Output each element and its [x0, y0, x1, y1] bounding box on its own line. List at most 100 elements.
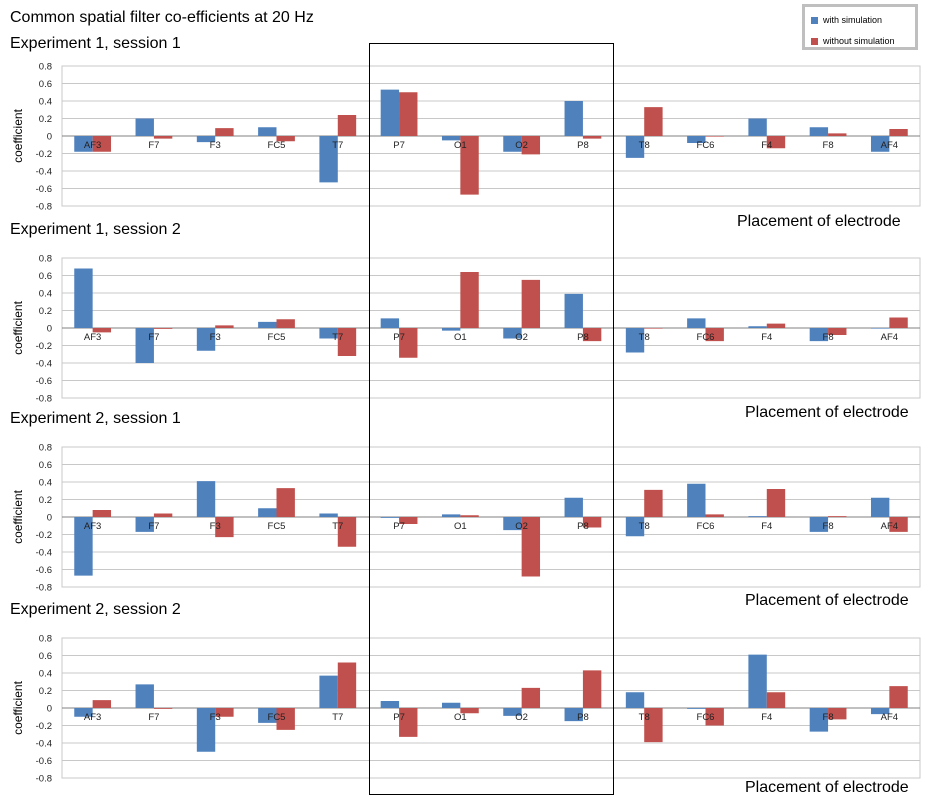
x-tick-label: T8	[639, 521, 650, 532]
bar-with-simulation-f4	[748, 326, 767, 328]
y-tick-label: -0.8	[36, 583, 52, 594]
bar-with-simulation-fc5	[258, 708, 277, 723]
y-tick-label: 0.4	[39, 669, 52, 680]
x-tick-label: F7	[148, 332, 159, 343]
bar-with-simulation-af3	[74, 708, 93, 717]
y-tick-label: 0.4	[39, 478, 52, 489]
x-tick-label: AF4	[881, 712, 898, 723]
x-tick-label: F4	[761, 332, 772, 343]
bar-without-simulation-o2	[521, 687, 541, 708]
x-tick-label: F3	[210, 332, 221, 343]
x-tick-label: F3	[210, 521, 221, 532]
y-tick-label: 0.6	[39, 271, 52, 282]
bar-with-simulation-f8	[809, 708, 829, 732]
y-tick-label: 0.8	[39, 254, 52, 265]
bar-with-simulation-af3	[74, 136, 93, 152]
bar-without-simulation-f4	[766, 692, 786, 708]
bar-without-simulation-f3	[215, 325, 234, 328]
bar-chart-2: 0.8 0.6 0.4 0.2 0 -0.2 -0.4 -0.6 -0.8 coefficient…	[11, 254, 921, 405]
bar-without-simulation-p7	[399, 328, 418, 358]
y-axis-label: coefficient	[11, 680, 25, 734]
y-tick-label: 0.6	[39, 460, 52, 471]
bar-with-simulation-f8	[809, 127, 829, 136]
bar-with-simulation-p8	[564, 497, 583, 517]
y-tick-label: -0.6	[36, 376, 52, 387]
bar-with-simulation-o2	[503, 517, 522, 531]
bar-without-simulation-f8	[828, 328, 847, 335]
bar-with-simulation-fc6	[687, 136, 706, 143]
bar-with-simulation-o2	[503, 136, 522, 152]
x-tick-label: T7	[332, 140, 343, 151]
x-tick-label: P8	[577, 140, 589, 151]
legend-item-without-simulation: without simulation	[811, 36, 895, 46]
x-tick-label: T7	[332, 712, 343, 723]
bar-with-simulation-t8	[625, 136, 645, 158]
bar-without-simulation-p7	[399, 92, 418, 136]
legend: with simulation without simulation	[802, 4, 918, 50]
bar-without-simulation-o1	[460, 515, 479, 517]
y-tick-label: -0.6	[36, 184, 52, 195]
bar-without-simulation-fc6	[705, 328, 724, 342]
x-tick-label: AF3	[84, 712, 101, 723]
bar-with-simulation-fc6	[687, 708, 706, 709]
legend-item-with-simulation: with simulation	[811, 15, 882, 25]
bar-with-simulation-t8	[625, 692, 645, 708]
bar-without-simulation-p8	[582, 670, 602, 708]
y-tick-label: -0.2	[36, 530, 52, 541]
x-tick-label: FC5	[268, 712, 286, 723]
panel-title-4: Experiment 2, session 2	[10, 601, 181, 618]
x-tick-label: AF4	[881, 521, 898, 532]
bar-without-simulation-fc6	[705, 136, 724, 137]
x-tick-label: P8	[577, 332, 589, 343]
bar-without-simulation-p8	[582, 136, 602, 139]
x-tick-label: O1	[454, 521, 467, 532]
bar-with-simulation-f7	[135, 517, 154, 532]
x-tick-label: FC6	[697, 140, 715, 151]
y-tick-label: -0.4	[36, 739, 52, 750]
y-tick-label: -0.6	[36, 756, 52, 767]
x-tick-label: F7	[148, 712, 159, 723]
bar-without-simulation-t8	[644, 328, 663, 329]
bar-with-simulation-af3	[74, 517, 93, 576]
x-tick-label: F8	[823, 521, 834, 532]
bar-without-simulation-fc5	[276, 319, 295, 328]
bar-with-simulation-f3	[196, 708, 216, 752]
bar-with-simulation-f8	[809, 328, 829, 342]
bar-with-simulation-p7	[380, 318, 400, 328]
bar-with-simulation-fc5	[258, 508, 277, 517]
bar-with-simulation-f8	[809, 517, 829, 532]
x-tick-label: F3	[210, 712, 221, 723]
bar-without-simulation-f7	[153, 708, 173, 709]
bar-with-simulation-f7	[135, 118, 154, 136]
bar-without-simulation-f8	[828, 708, 847, 720]
bar-with-simulation-f3	[196, 136, 216, 143]
bar-without-simulation-fc6	[705, 708, 724, 726]
x-tick-label: AF3	[84, 332, 101, 343]
x-axis-label-2: Placement of electrode	[745, 404, 909, 421]
legend-label-without-simulation: without simulation	[823, 36, 895, 46]
bar-with-simulation-o1	[441, 514, 461, 517]
x-tick-label: P8	[577, 521, 589, 532]
x-tick-label: O2	[515, 521, 528, 532]
bar-without-simulation-t7	[337, 115, 357, 136]
bar-without-simulation-t8	[644, 708, 663, 743]
x-tick-label: P7	[393, 712, 405, 723]
y-tick-label: 0.2	[39, 495, 52, 506]
bar-without-simulation-t7	[337, 662, 357, 708]
bar-without-simulation-f8	[828, 133, 847, 136]
y-tick-label: 0	[47, 324, 52, 335]
panel-title-2: Experiment 1, session 2	[10, 221, 181, 238]
x-axis-label-3: Placement of electrode	[745, 592, 909, 609]
y-tick-label: -0.8	[36, 202, 52, 213]
x-tick-label: T7	[332, 521, 343, 532]
bar-without-simulation-fc5	[276, 488, 295, 517]
x-tick-label: P7	[393, 140, 405, 151]
bar-without-simulation-af4	[889, 517, 908, 532]
bar-with-simulation-f3	[196, 328, 216, 351]
bar-with-simulation-t7	[319, 675, 338, 708]
bar-with-simulation-fc6	[687, 318, 706, 328]
bar-with-simulation-fc5	[258, 127, 277, 136]
x-tick-label: AF4	[881, 332, 898, 343]
x-tick-label: F7	[148, 140, 159, 151]
bar-with-simulation-o2	[503, 708, 522, 716]
